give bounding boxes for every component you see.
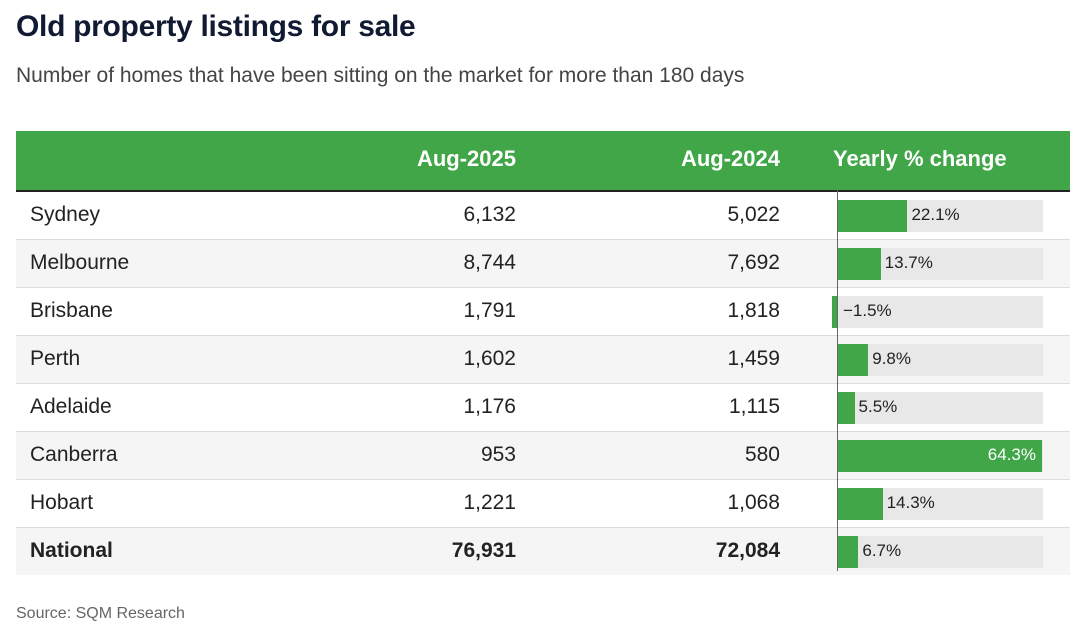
- value-aug-2025: 1,602: [463, 347, 516, 370]
- value-aug-2025: 1,221: [463, 491, 516, 514]
- table-header: Aug-2025 Aug-2024 Yearly % change: [16, 131, 1070, 192]
- header-aug-2024: Aug-2024: [680, 146, 780, 171]
- row-label: National: [30, 539, 113, 562]
- table-row: Hobart 1,221 1,068 14.3%: [16, 480, 1070, 528]
- header-yearly-change: Yearly % change: [833, 146, 1007, 171]
- chart-title: Old property listings for sale: [16, 10, 416, 43]
- table-row: Brisbane 1,791 1,818 −1.5%: [16, 288, 1070, 336]
- listings-table: Aug-2025 Aug-2024 Yearly % change Sydney…: [16, 131, 1070, 575]
- bar-track: [838, 392, 1043, 424]
- value-aug-2024: 1,115: [729, 395, 780, 418]
- row-label: Canberra: [30, 443, 118, 466]
- bar-track: [838, 344, 1043, 376]
- table-row: National 76,931 72,084 6.7%: [16, 528, 1070, 575]
- bar-track: [838, 536, 1043, 568]
- value-aug-2024: 1,459: [727, 347, 780, 370]
- value-aug-2024: 580: [744, 443, 780, 466]
- change-bar: [837, 200, 908, 232]
- change-label: 13.7%: [884, 253, 933, 272]
- value-aug-2025: 1,791: [463, 299, 516, 322]
- header-aug-2025: Aug-2025: [416, 146, 516, 171]
- table-row: Sydney 6,132 5,022 22.1%: [16, 192, 1070, 240]
- bar-zero-axis: [837, 190, 838, 571]
- change-bar: [832, 296, 837, 328]
- value-aug-2024: 7,692: [727, 251, 780, 274]
- chart-subtitle: Number of homes that have been sitting o…: [16, 64, 745, 87]
- change-bar: [837, 536, 859, 568]
- row-label: Adelaide: [30, 395, 112, 418]
- change-label: −1.5%: [843, 301, 892, 320]
- source-note: Source: SQM Research: [16, 605, 185, 622]
- value-aug-2024: 5,022: [727, 203, 780, 226]
- row-label: Brisbane: [30, 299, 113, 322]
- value-aug-2025: 76,931: [451, 539, 516, 562]
- value-aug-2025: 6,132: [463, 203, 516, 226]
- value-aug-2024: 1,818: [727, 299, 780, 322]
- change-bar: [837, 248, 881, 280]
- change-label: 14.3%: [886, 493, 935, 512]
- value-aug-2024: 72,084: [715, 539, 780, 562]
- row-label: Sydney: [30, 203, 101, 226]
- change-bar: [837, 488, 883, 520]
- row-label: Hobart: [30, 491, 94, 514]
- change-bar: [837, 440, 1042, 472]
- table-row: Adelaide 1,176 1,115 5.5%: [16, 384, 1070, 432]
- row-label: Perth: [30, 347, 81, 370]
- table-body: Sydney 6,132 5,022 22.1% Melbourne 8,744 7,692…: [16, 192, 1070, 575]
- row-label: Melbourne: [30, 251, 130, 274]
- value-aug-2025: 1,176: [463, 395, 516, 418]
- value-aug-2024: 1,068: [727, 491, 780, 514]
- change-bar: [837, 344, 869, 376]
- change-label: 22.1%: [911, 205, 960, 224]
- bar-track: [838, 296, 1043, 328]
- value-aug-2025: 953: [480, 443, 516, 466]
- change-label: 64.3%: [987, 445, 1036, 464]
- value-aug-2025: 8,744: [463, 251, 516, 274]
- table-row: Canberra 953 580 64.3%: [16, 432, 1070, 480]
- change-label: 9.8%: [872, 349, 911, 368]
- change-label: 5.5%: [858, 397, 898, 416]
- table-row: Melbourne 8,744 7,692 13.7%: [16, 240, 1070, 288]
- change-label: 6.7%: [862, 541, 902, 560]
- change-bar: [837, 392, 855, 424]
- table-row: Perth 1,602 1,459 9.8%: [16, 336, 1070, 384]
